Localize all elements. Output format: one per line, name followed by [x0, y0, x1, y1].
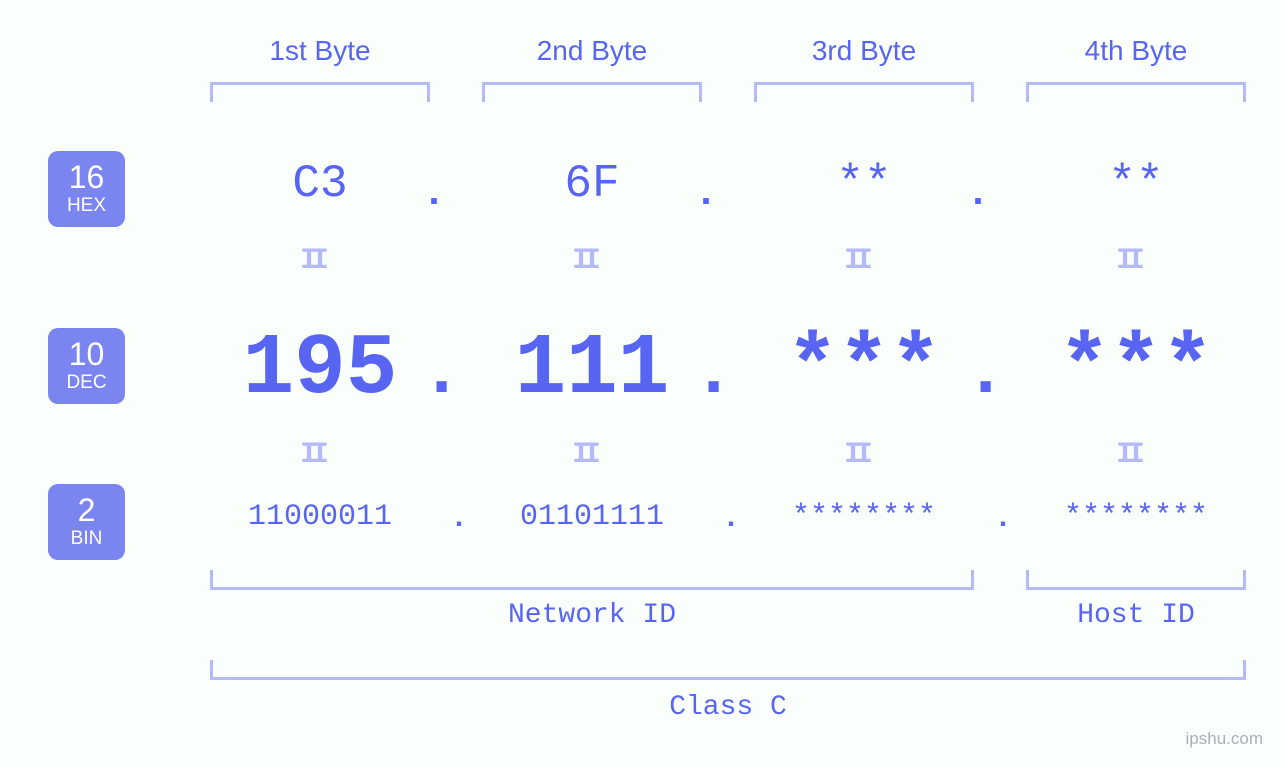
class-label: Class C	[210, 692, 1246, 723]
hex-byte-3: **	[754, 158, 974, 210]
dec-byte-3: ***	[732, 320, 996, 418]
top-bracket-3	[754, 82, 974, 102]
byte-label-3: 3rd Byte	[754, 35, 974, 67]
hex-byte-4: **	[1026, 158, 1246, 210]
host-id-bracket	[1026, 570, 1246, 590]
bin-byte-3: ********	[732, 500, 996, 534]
dec-dot-3: .	[964, 332, 1007, 414]
network-id-label: Network ID	[210, 600, 974, 631]
dec-dot-2: .	[692, 332, 735, 414]
badge-hex: 16 HEX	[48, 151, 125, 227]
top-bracket-1	[210, 82, 430, 102]
watermark: ipshu.com	[1186, 729, 1263, 749]
dec-byte-2: 111	[460, 320, 724, 418]
badge-dec-num: 10	[69, 338, 105, 370]
bin-byte-4: ********	[1004, 500, 1268, 534]
eq-1-1: II	[300, 244, 322, 278]
top-bracket-2	[482, 82, 702, 102]
eq-2-1: II	[300, 438, 322, 472]
eq-1-2: II	[572, 244, 594, 278]
eq-2-3: II	[844, 438, 866, 472]
eq-1-4: II	[1116, 244, 1138, 278]
hex-dot-2: .	[694, 172, 718, 217]
dec-byte-4: ***	[1004, 320, 1268, 418]
badge-hex-num: 16	[69, 161, 105, 193]
eq-2-4: II	[1116, 438, 1138, 472]
eq-1-3: II	[844, 244, 866, 278]
eq-2-2: II	[572, 438, 594, 472]
class-bracket	[210, 660, 1246, 680]
hex-byte-1: C3	[210, 158, 430, 210]
ip-diagram: 1st Byte 2nd Byte 3rd Byte 4th Byte 16 H…	[0, 0, 1285, 767]
byte-label-2: 2nd Byte	[482, 35, 702, 67]
badge-hex-txt: HEX	[67, 195, 106, 217]
dec-byte-1: 195	[188, 320, 452, 418]
byte-label-4: 4th Byte	[1026, 35, 1246, 67]
badge-dec: 10 DEC	[48, 328, 125, 404]
host-id-label: Host ID	[1026, 600, 1246, 631]
bin-byte-2: 01101111	[460, 500, 724, 534]
hex-byte-2: 6F	[482, 158, 702, 210]
badge-dec-txt: DEC	[66, 372, 106, 394]
hex-dot-1: .	[422, 172, 446, 217]
byte-label-1: 1st Byte	[210, 35, 430, 67]
top-bracket-4	[1026, 82, 1246, 102]
badge-bin-num: 2	[78, 494, 96, 526]
network-id-bracket	[210, 570, 974, 590]
bin-byte-1: 11000011	[188, 500, 452, 534]
hex-dot-3: .	[966, 172, 990, 217]
badge-bin-txt: BIN	[71, 528, 103, 550]
badge-bin: 2 BIN	[48, 484, 125, 560]
dec-dot-1: .	[420, 332, 463, 414]
